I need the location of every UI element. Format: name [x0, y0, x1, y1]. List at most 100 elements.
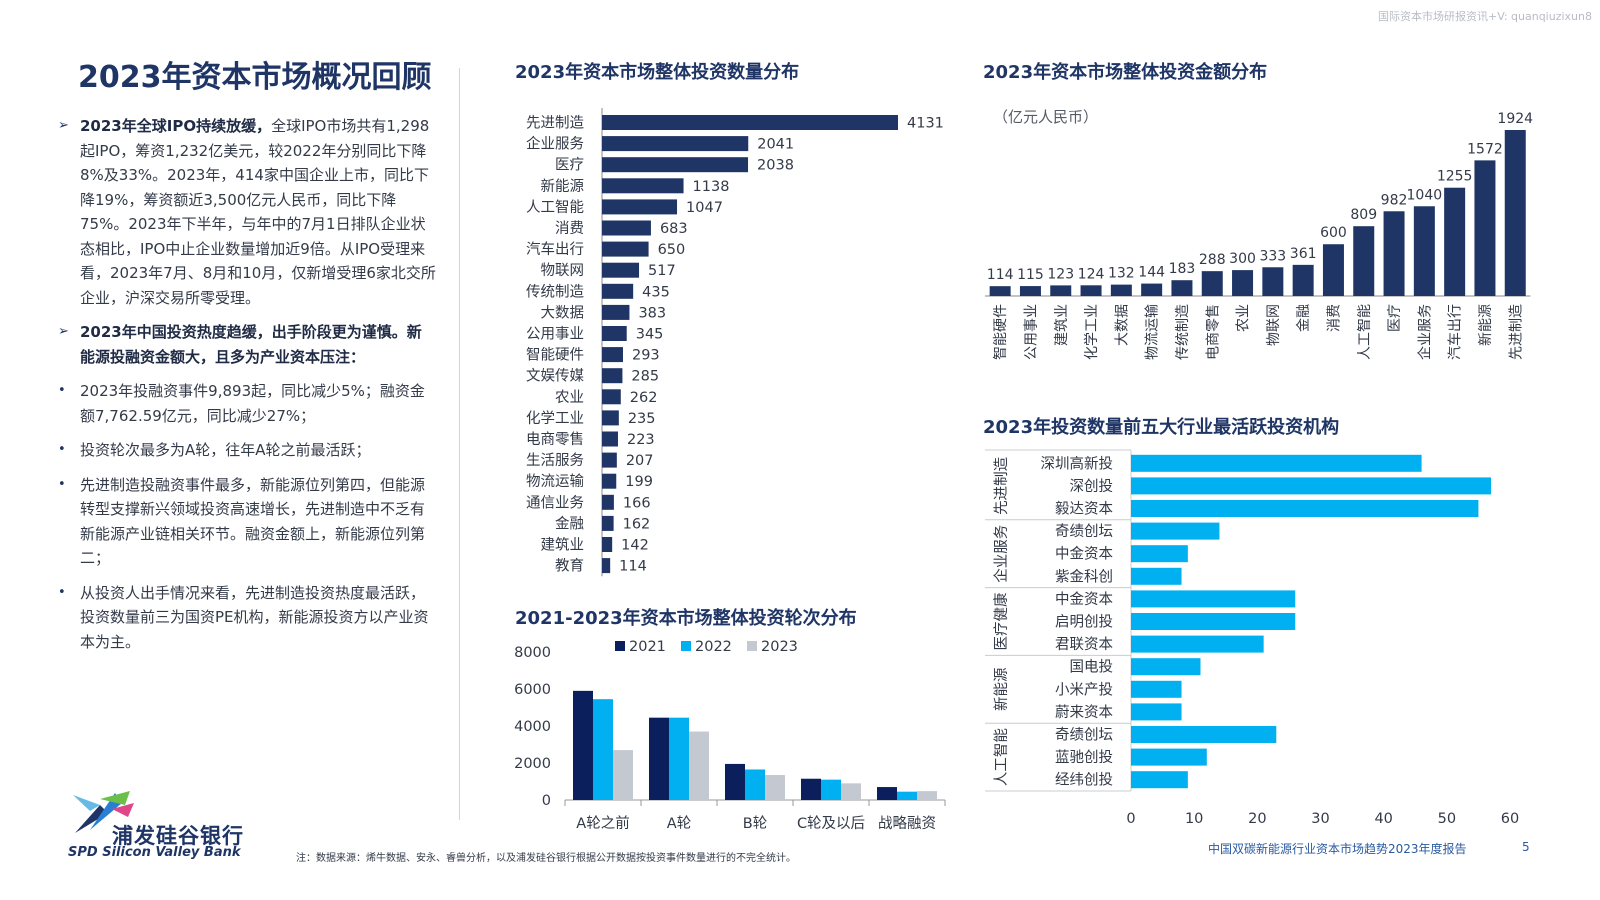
column-divider	[459, 68, 460, 820]
investors-org-label: 紫金科创	[1055, 568, 1113, 585]
rounds-category-label: B轮	[743, 815, 767, 832]
count-bar	[602, 283, 634, 299]
rounds-bar	[801, 778, 821, 800]
rounds-bar	[897, 791, 917, 800]
amount-category-label: 传统制造	[1175, 304, 1191, 360]
amount-value-label: 982	[1381, 192, 1408, 208]
amount-bar	[1050, 285, 1072, 296]
rounds-bar	[649, 717, 669, 800]
amount-category-label: 物联网	[1266, 304, 1282, 346]
amount-value-label: 1924	[1497, 111, 1533, 127]
count-category-label: 生活服务	[526, 452, 584, 469]
count-value-label: 1047	[686, 200, 723, 216]
investors-bar	[1131, 680, 1182, 698]
count-bar	[602, 558, 611, 574]
summary-bullet-1-text: 2023年投融资事件9,893起，同比减少5%；融资金额7,762.59亿元，同…	[80, 382, 425, 425]
count-value-label: 517	[648, 263, 676, 279]
count-category-label: 文娱传媒	[526, 368, 584, 385]
count-value-label: 2038	[757, 158, 794, 174]
investors-org-label: 君联资本	[1055, 636, 1113, 653]
amount-bar	[1474, 160, 1496, 296]
amount-unit-label: （亿元人民币）	[993, 108, 1098, 126]
amount-category-label: 新能源	[1478, 304, 1494, 346]
count-category-label: 传统制造	[526, 283, 584, 300]
count-category-label: 通信业务	[526, 494, 584, 511]
amount-bar	[1232, 270, 1254, 296]
count-bar	[602, 410, 619, 426]
count-value-label: 235	[628, 411, 656, 427]
investors-x-tick: 10	[1185, 811, 1203, 827]
count-value-label: 114	[619, 559, 647, 575]
count-bar	[602, 452, 617, 468]
dot-bullet-icon: •	[58, 442, 66, 457]
count-value-label: 345	[636, 327, 664, 343]
amount-value-label: 333	[1259, 248, 1286, 264]
investors-org-label: 蔚来资本	[1055, 704, 1113, 721]
amount-bar-chart: （亿元人民币） 114 智能硬件 115 公用事业 123 建筑业 124 化学工业 132 大数据…	[985, 108, 1533, 360]
investors-group-label: 医疗健康	[993, 593, 1010, 651]
investors-org-label: 奇绩创坛	[1055, 523, 1113, 540]
count-bar	[602, 515, 614, 531]
investors-bar	[1131, 590, 1296, 608]
amount-value-label: 132	[1108, 266, 1135, 282]
count-value-label: 142	[621, 538, 649, 554]
count-value-label: 2041	[757, 137, 794, 153]
investors-x-tick: 20	[1248, 811, 1266, 827]
count-bar	[602, 368, 623, 384]
count-category-label: 农业	[555, 389, 584, 406]
investors-x-tick: 50	[1438, 811, 1456, 827]
investors-org-label: 中金资本	[1055, 591, 1113, 608]
amount-bar	[1322, 244, 1344, 296]
count-value-label: 1138	[693, 179, 730, 195]
count-value-label: 683	[660, 221, 688, 237]
summary-text: ➢ 2023年全球IPO持续放缓，全球IPO市场共有1,298起IPO，筹资1,…	[58, 114, 436, 664]
amount-value-label: 300	[1229, 251, 1256, 267]
amount-value-label: 1255	[1437, 169, 1473, 185]
investors-org-label: 启明创投	[1055, 614, 1113, 631]
rounds-legend-label: 2021	[629, 639, 666, 655]
source-note: 注：数据来源：烯牛数据、安永、睿兽分析，以及浦发硅谷银行根据公开数据按投资事件数…	[296, 853, 796, 864]
rounds-y-tick: 8000	[514, 645, 551, 661]
rounds-bar	[745, 769, 765, 800]
amount-bar	[1201, 271, 1223, 296]
count-value-label: 162	[623, 516, 651, 532]
amount-category-label: 人工智能	[1357, 304, 1373, 360]
bank-logo-cn: 浦发硅谷银行	[112, 824, 244, 848]
count-bar-chart: 先进制造 4131 企业服务 2041 医疗 2038 新能源 1138 人工智能 1047 消费 6…	[526, 108, 944, 577]
investors-org-label: 小米产投	[1055, 681, 1113, 698]
bank-logo-icon	[73, 791, 134, 833]
rounds-bar	[765, 775, 785, 800]
summary-bullet-1: • 2023年投融资事件9,893起，同比减少5%；融资金额7,762.59亿元…	[58, 379, 436, 428]
amount-value-label: 114	[987, 267, 1014, 283]
amount-value-label: 809	[1350, 207, 1377, 223]
count-bar	[602, 304, 630, 320]
dot-bullet-icon: •	[58, 584, 66, 600]
amount-bar	[1171, 280, 1193, 296]
count-category-label: 医疗	[555, 157, 584, 174]
amount-bar	[1383, 211, 1405, 296]
amount-value-label: 288	[1199, 252, 1226, 268]
summary-ipo-lead: 2023年全球IPO持续放缓，	[80, 117, 272, 135]
count-value-label: 262	[630, 390, 658, 406]
investors-bar	[1131, 500, 1479, 517]
count-category-label: 物联网	[541, 262, 585, 279]
amount-category-label: 汽车出行	[1447, 304, 1464, 360]
count-value-label: 383	[638, 305, 666, 321]
amount-value-label: 144	[1138, 265, 1165, 281]
investors-org-label: 毅达资本	[1055, 501, 1113, 518]
investors-bar	[1131, 726, 1277, 743]
investors-org-label: 经纬创投	[1055, 772, 1113, 789]
summary-investment-heading: 2023年中国投资热度趋缓，出手阶段更为谨慎。新能源投融资金额大，且多为产业资本…	[80, 323, 422, 366]
count-category-label: 建筑业	[541, 537, 585, 554]
rounds-bar	[877, 787, 897, 800]
investors-group-label: 人工智能	[993, 728, 1010, 786]
investors-bar	[1131, 613, 1296, 630]
amount-bar	[1019, 286, 1041, 296]
investors-group-label: 新能源	[993, 667, 1010, 711]
summary-ipo-body: 全球IPO市场共有1,298起IPO，筹资1,232亿美元，较2022年分别同比…	[80, 117, 436, 307]
investors-x-tick: 40	[1374, 811, 1392, 827]
rounds-category-label: A轮之前	[576, 815, 629, 832]
investors-bar	[1131, 477, 1492, 495]
summary-bullet-2-text: 投资轮次最多为A轮，往年A轮之前最活跃；	[80, 441, 371, 459]
